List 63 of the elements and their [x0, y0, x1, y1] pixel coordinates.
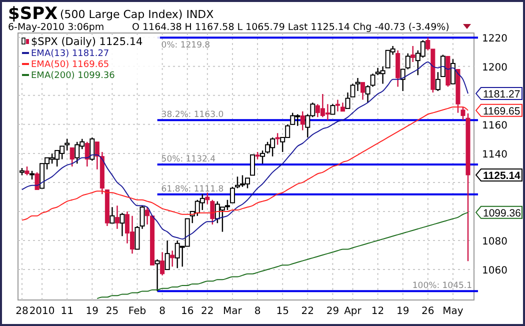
candlestick [110, 206, 115, 224]
x-tick-label: 15 [276, 306, 289, 317]
candlestick [410, 45, 416, 63]
text: O 1164.38 H 1167.58 L 1065.79 Last 1125.14 Chg -40.73 (-3.49%) [132, 22, 450, 33]
candlestick [396, 50, 400, 88]
data-label: 1169.65 [483, 105, 520, 118]
y-tick-label: 1160 [482, 120, 508, 132]
candlestick [466, 112, 470, 262]
candlestick [360, 82, 366, 100]
line-series [22, 106, 468, 221]
x-tick-label: 26 [422, 306, 434, 317]
candlestick [275, 132, 280, 146]
x-tick-label: 16 [181, 306, 194, 317]
ref-line-label: 38.2%: 1163.0 [161, 110, 224, 120]
candlestick [120, 212, 125, 237]
x-tick-label: 22 [201, 306, 214, 317]
x-tick-label: 8 [159, 306, 166, 317]
candlestick [164, 240, 170, 270]
x-tick-label: Mar [223, 306, 243, 317]
x-tick-label: 29 [326, 306, 340, 317]
x-tick-label: 22 [301, 306, 314, 317]
x-tick-label: 19 [86, 306, 99, 317]
y-tick-label: 1200 [482, 62, 508, 74]
x-tick-label: Apr [344, 306, 362, 317]
candlestick [160, 252, 165, 276]
y-tick-label: 1220 [482, 33, 508, 44]
x-tick-label: 19 [396, 306, 410, 317]
x-tick-label: 12 [371, 306, 384, 317]
legend-label: EMA(50) 1169.65 [31, 60, 110, 70]
candlestick [170, 250, 175, 268]
legend-label: EMA(200) 1099.36 [31, 71, 116, 81]
ref-line-label: 61.8%: 1111.8 [161, 184, 224, 194]
x-tick-label: 11 [60, 306, 74, 317]
candlestick [355, 77, 360, 92]
text: 1125.14 [483, 170, 520, 182]
chart-title: $SPX [8, 4, 58, 24]
chart-subtitle: (500 Large Cap Index) INDX [60, 8, 214, 21]
x-tick-label: Feb [128, 306, 146, 317]
x-tick-label: 2010 [29, 306, 55, 317]
y-tick-label: 1060 [482, 266, 508, 277]
candlestick [335, 99, 340, 112]
data-label: 1181.27 [483, 88, 520, 101]
y-tick-label: 1140 [482, 149, 508, 160]
candlestick [340, 102, 345, 112]
x-tick-label: 8 [254, 306, 261, 317]
candlestick [400, 68, 406, 92]
x-tick-label: 25 [106, 306, 119, 317]
candlestick [300, 110, 305, 131]
ref-line-label: 0%: 1219.8 [161, 40, 210, 51]
candlestick [260, 150, 266, 164]
y-tick-label: 1080 [482, 236, 508, 248]
ref-line-label: 50%: 1132.4 [161, 154, 216, 164]
candlestick [114, 205, 120, 230]
line-series [22, 62, 468, 240]
legend-label: $SPX (Daily) 1125.14 [31, 36, 144, 48]
x-tick-label: 28 [16, 306, 28, 317]
candlestick [154, 258, 160, 292]
candlestick [104, 189, 110, 227]
data-label: 1099.36 [483, 207, 522, 220]
legend-label: EMA(13) 1181.27 [31, 49, 110, 59]
x-tick-label: May [442, 306, 464, 317]
ref-line-label: 100%: 1045.1 [412, 281, 472, 292]
text: 6-May-2010 3:06pm [8, 22, 104, 33]
